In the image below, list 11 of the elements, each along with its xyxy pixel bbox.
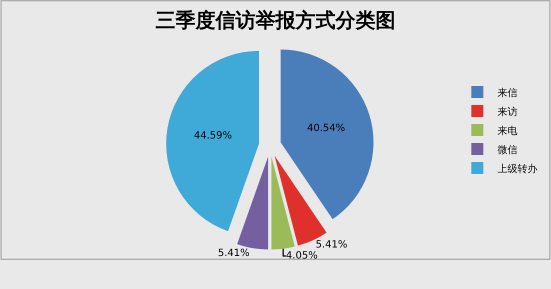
data-label: 5.41% <box>218 248 250 259</box>
chart-title: 三季度信访举报方式分类图 <box>156 8 396 32</box>
data-label: 4.05% <box>286 250 318 262</box>
legend-label: 来信 <box>497 86 518 99</box>
data-label: 5.41% <box>316 239 348 250</box>
legend-label: 上级转办 <box>497 162 538 175</box>
data-label: 44.59% <box>194 130 232 142</box>
legend-label: 微信 <box>497 144 518 156</box>
data-label: 40.54% <box>306 122 346 134</box>
legend-label: 来访 <box>497 106 518 118</box>
legend-label: 来电 <box>497 124 518 137</box>
